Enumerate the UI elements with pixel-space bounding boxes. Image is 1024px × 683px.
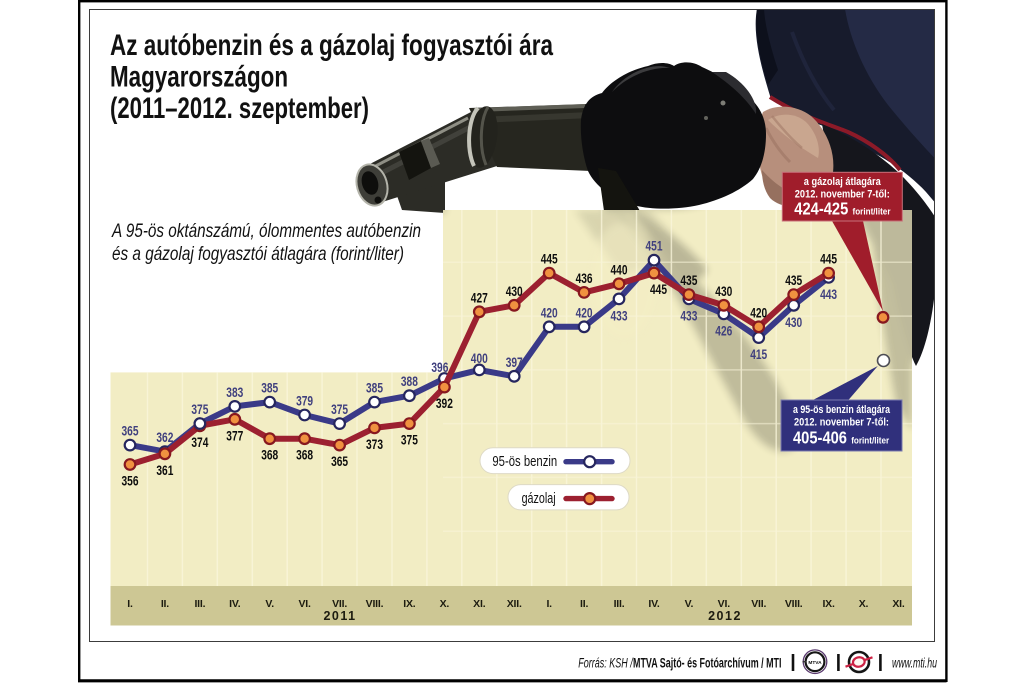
svg-text:435: 435 — [785, 272, 802, 288]
svg-text:375: 375 — [191, 401, 208, 417]
svg-text:436: 436 — [576, 270, 593, 286]
svg-text:www.mti.hu: www.mti.hu — [892, 655, 937, 670]
svg-text:XI.: XI. — [892, 598, 905, 610]
svg-text:375: 375 — [401, 432, 418, 448]
svg-text:420: 420 — [576, 304, 593, 320]
svg-text:430: 430 — [785, 314, 802, 330]
svg-text:377: 377 — [226, 427, 243, 443]
svg-text:IX.: IX. — [403, 598, 416, 610]
svg-text:362: 362 — [156, 429, 173, 445]
svg-text:gázolaj: gázolaj — [522, 491, 556, 507]
svg-text:361: 361 — [156, 462, 173, 478]
svg-text:III.: III. — [194, 598, 205, 610]
svg-text:IV.: IV. — [648, 598, 660, 610]
svg-text:II.: II. — [161, 598, 169, 610]
svg-text:Forrás: KSH /: Forrás: KSH / — [578, 655, 633, 670]
svg-text:I.: I. — [127, 598, 133, 610]
svg-text:XI.: XI. — [473, 598, 486, 610]
svg-text:2012. november 7-től:: 2012. november 7-től: — [795, 188, 890, 200]
svg-text:427: 427 — [471, 289, 488, 305]
svg-text:MTVA: MTVA — [808, 660, 822, 666]
svg-text:451: 451 — [646, 238, 663, 254]
svg-text:(2011–2012. szeptember): (2011–2012. szeptember) — [110, 92, 369, 125]
svg-text:385: 385 — [366, 380, 383, 396]
svg-text:a 95-ös benzin átlagára: a 95-ös benzin átlagára — [793, 404, 891, 416]
svg-text:415: 415 — [750, 346, 767, 362]
svg-text:433: 433 — [611, 307, 628, 323]
svg-text:VI.: VI. — [718, 598, 731, 610]
svg-text:forint/liter: forint/liter — [853, 207, 891, 218]
svg-text:VIII.: VIII. — [366, 598, 384, 610]
svg-text:V.: V. — [265, 598, 274, 610]
svg-text:X.: X. — [859, 598, 869, 610]
svg-text:400: 400 — [471, 350, 488, 366]
svg-text:388: 388 — [401, 373, 418, 389]
svg-text:II.: II. — [580, 598, 588, 610]
svg-text:379: 379 — [296, 393, 313, 409]
svg-text:392: 392 — [436, 395, 453, 411]
svg-text:VIII.: VIII. — [785, 598, 803, 610]
svg-text:MTVA Sajtó- és Fotóarchívum /: MTVA Sajtó- és Fotóarchívum / MTI — [633, 655, 782, 670]
svg-text:424-425: 424-425 — [794, 199, 848, 219]
svg-text:445: 445 — [820, 251, 837, 267]
svg-text:2011: 2011 — [323, 609, 356, 623]
svg-text:95-ös benzin: 95-ös benzin — [492, 454, 557, 470]
svg-text:443: 443 — [820, 286, 837, 302]
svg-text:Az autóbenzin és a gázolaj fog: Az autóbenzin és a gázolaj fogyasztói ár… — [110, 29, 553, 62]
svg-text:430: 430 — [715, 283, 732, 299]
svg-text:368: 368 — [296, 447, 313, 463]
svg-text:2012: 2012 — [708, 609, 742, 623]
svg-text:385: 385 — [261, 380, 278, 396]
svg-text:365: 365 — [122, 423, 139, 439]
svg-text:a gázolaj átlagára: a gázolaj átlagára — [804, 176, 882, 188]
svg-text:374: 374 — [191, 434, 208, 450]
svg-text:445: 445 — [541, 251, 558, 267]
svg-text:és a gázolaj fogyasztói átlagá: és a gázolaj fogyasztói átlagára (forint… — [112, 243, 404, 265]
svg-text:430: 430 — [506, 283, 523, 299]
svg-text:375: 375 — [331, 401, 348, 417]
svg-text:445: 445 — [650, 281, 667, 297]
svg-text:420: 420 — [750, 304, 767, 320]
svg-text:368: 368 — [261, 447, 278, 463]
svg-text:2012. november 7-től:: 2012. november 7-től: — [794, 417, 889, 429]
svg-text:373: 373 — [366, 436, 383, 452]
svg-text:VII.: VII. — [751, 598, 766, 610]
svg-text:383: 383 — [226, 384, 243, 400]
svg-text:397: 397 — [506, 354, 523, 370]
svg-text:VI.: VI. — [298, 598, 311, 610]
svg-text:440: 440 — [611, 261, 628, 277]
svg-text:433: 433 — [680, 307, 697, 323]
svg-text:435: 435 — [680, 272, 697, 288]
svg-text:V.: V. — [685, 598, 694, 610]
svg-text:I.: I. — [546, 598, 552, 610]
svg-text:III.: III. — [614, 598, 625, 610]
svg-text:Magyarországon: Magyarországon — [110, 61, 288, 94]
svg-text:396: 396 — [431, 359, 448, 375]
svg-text:A 95-ös oktánszámú, ólommentes: A 95-ös oktánszámú, ólommentes autóbenzi… — [111, 220, 421, 242]
svg-text:356: 356 — [122, 473, 139, 489]
svg-text:VII.: VII. — [332, 598, 347, 610]
svg-text:X.: X. — [440, 598, 450, 610]
svg-text:365: 365 — [331, 453, 348, 469]
svg-text:IX.: IX. — [822, 598, 835, 610]
svg-text:420: 420 — [541, 304, 558, 320]
svg-text:405-406: 405-406 — [793, 428, 847, 448]
svg-text:XII.: XII. — [507, 598, 522, 610]
svg-text:426: 426 — [715, 322, 732, 338]
svg-text:forint/liter: forint/liter — [851, 436, 889, 447]
svg-text:IV.: IV. — [229, 598, 241, 610]
